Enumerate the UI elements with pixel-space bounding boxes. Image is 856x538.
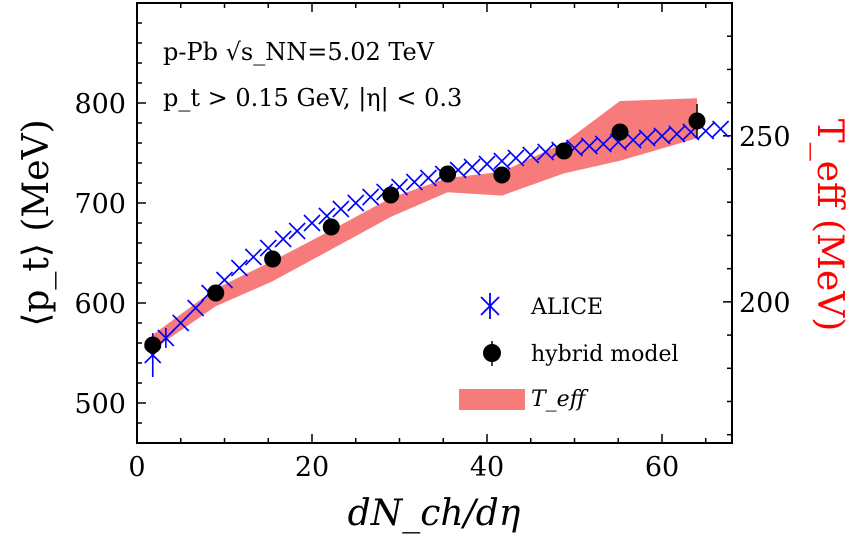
alice-point bbox=[638, 129, 656, 147]
alice-point bbox=[288, 222, 306, 240]
y2-tick-label: 250 bbox=[739, 122, 791, 153]
legend-hybrid-marker bbox=[483, 341, 501, 366]
collision-annotation: p-Pb √s_NN=5.02 TeV bbox=[163, 38, 435, 66]
legend-alice-marker bbox=[480, 293, 500, 319]
alice-point bbox=[493, 152, 511, 170]
alice-point bbox=[362, 188, 380, 206]
alice-point bbox=[478, 155, 496, 173]
cut-annotation: p_t > 0.15 GeV, |η| < 0.3 bbox=[163, 84, 462, 113]
y-tick-label: 600 bbox=[74, 289, 126, 320]
legend-hybrid-label: hybrid model bbox=[531, 342, 679, 367]
hybrid-point bbox=[493, 166, 511, 184]
x-tick-label: 60 bbox=[645, 452, 679, 483]
alice-point bbox=[653, 127, 671, 145]
legend: ALICE hybrid model T_eff bbox=[459, 293, 679, 412]
alice-point bbox=[274, 230, 292, 248]
y2-tick-label: 200 bbox=[739, 288, 791, 319]
y-tick-label: 800 bbox=[74, 89, 126, 120]
alice-point bbox=[537, 143, 555, 161]
teff-band bbox=[152, 98, 698, 350]
x-tick-label: 0 bbox=[128, 452, 145, 483]
hybrid-series bbox=[144, 104, 706, 354]
alice-point bbox=[668, 125, 686, 143]
right-y-axis-label: T_eff (MeV) bbox=[809, 119, 850, 332]
hybrid-point bbox=[382, 186, 400, 204]
x-tick-label: 20 bbox=[295, 452, 329, 483]
alice-point bbox=[405, 173, 423, 191]
legend-alice-label: ALICE bbox=[530, 295, 603, 320]
hybrid-point bbox=[439, 165, 457, 183]
alice-point bbox=[187, 299, 205, 317]
x-tick-label: 40 bbox=[470, 452, 504, 483]
axis-ticks: 0 20 40 60 500 600 700 800 200 250 bbox=[74, 2, 791, 483]
alice-point bbox=[419, 169, 437, 187]
alice-point bbox=[522, 146, 540, 164]
alice-point bbox=[244, 248, 262, 266]
plot-frame bbox=[136, 2, 733, 444]
hybrid-point bbox=[688, 104, 706, 138]
y-tick-label: 700 bbox=[74, 189, 126, 220]
hybrid-point bbox=[322, 218, 340, 236]
x-axis-label: dN_ch/dη bbox=[348, 493, 521, 534]
alice-point bbox=[712, 120, 730, 138]
alice-point bbox=[230, 259, 248, 277]
alice-point bbox=[347, 194, 365, 212]
hybrid-point bbox=[144, 336, 162, 354]
hybrid-point bbox=[555, 142, 573, 160]
alice-point bbox=[507, 149, 525, 167]
y-tick-label: 500 bbox=[74, 389, 126, 420]
alice-point bbox=[303, 214, 321, 232]
legend-teff-swatch bbox=[459, 389, 525, 410]
alice-point bbox=[580, 137, 598, 155]
legend-teff-label: T_eff bbox=[531, 387, 589, 412]
alice-point bbox=[463, 158, 481, 176]
hybrid-point bbox=[207, 284, 225, 302]
alice-point bbox=[332, 200, 350, 218]
hybrid-point bbox=[611, 123, 629, 141]
y-axis-label: ⟨p_t⟩ (MeV) bbox=[16, 119, 57, 326]
alice-series bbox=[144, 120, 730, 377]
hybrid-point bbox=[264, 250, 282, 268]
alice-point bbox=[172, 314, 190, 332]
alice-point bbox=[594, 135, 612, 153]
